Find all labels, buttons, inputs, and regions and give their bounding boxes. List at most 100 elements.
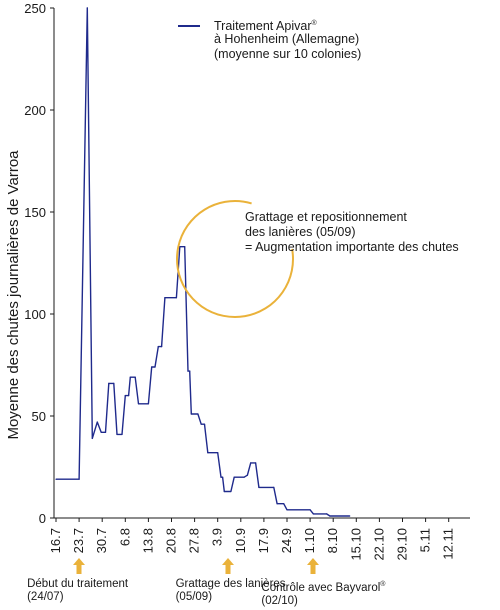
annotation-line-1: Grattage et repositionnement (245, 210, 407, 224)
data-point (100, 431, 102, 433)
data-point (164, 297, 166, 299)
data-point (349, 515, 351, 517)
y-axis-label: Moyenne des chutes journalières de Varro… (5, 150, 22, 440)
x-tick-label: 20.8 (164, 528, 179, 553)
data-point (189, 370, 191, 372)
legend-sup: ® (311, 20, 317, 27)
data-point (161, 346, 163, 348)
data-point (246, 474, 248, 476)
annotation-line-2: des lanières (05/09) (245, 225, 355, 239)
x-tick-label: 22.10 (371, 528, 386, 561)
data-point (121, 433, 123, 435)
data-point (55, 478, 57, 480)
y-tick-label: 250 (24, 1, 46, 16)
x-tick-label: 13.8 (140, 528, 155, 553)
data-point (175, 297, 177, 299)
event-label-text: (05/09) (175, 591, 213, 603)
x-tick-label: 23.7 (71, 528, 86, 553)
y-tick-label: 200 (24, 103, 46, 118)
data-point (179, 246, 181, 248)
event-label-line: (05/09) (176, 591, 286, 604)
data-point (220, 476, 222, 478)
event-label-text: Contrôle avec Bayvarol (261, 582, 381, 594)
data-point (108, 382, 110, 384)
data-point (147, 403, 149, 405)
data-point (286, 509, 288, 511)
x-tick-label: 17.9 (256, 528, 271, 553)
event-arrow-icon (221, 558, 234, 574)
event-label-line: Contrôle avec Bayvarol® (261, 578, 385, 595)
data-point (184, 246, 186, 248)
data-point (187, 370, 189, 372)
annotation-group: Grattage et repositionnement des lanière… (176, 200, 459, 318)
data-point (124, 395, 126, 397)
series-line (56, 7, 350, 517)
data-point (222, 476, 224, 478)
data-point (91, 437, 93, 439)
x-tick-label: 1.10 (302, 528, 317, 553)
data-point (129, 376, 131, 378)
event-label-sup: ® (380, 581, 386, 588)
x-tick-label: 16.7 (48, 528, 63, 553)
event-arrow-icon (73, 558, 86, 574)
event-label-line: (24/07) (27, 591, 128, 604)
event-label-line: Début du traitement (27, 578, 128, 591)
data-point (104, 431, 107, 433)
data-point (200, 423, 202, 425)
data-point (78, 478, 80, 480)
data-point (137, 403, 140, 405)
data-point (250, 462, 252, 464)
x-tick-label: 6.8 (117, 528, 132, 546)
event-label: Contrôle avec Bayvarol® (02/10) (261, 578, 385, 608)
data-point (233, 476, 235, 478)
x-tick-label: 27.8 (187, 528, 202, 553)
y-tick-label: 50 (32, 409, 46, 424)
y-tick-label: 0 (39, 511, 46, 526)
x-tick-label: 15.10 (348, 528, 363, 561)
data-point (197, 413, 199, 415)
data-point (154, 366, 156, 368)
data-point (151, 366, 153, 368)
data-point (134, 376, 136, 378)
data-point (116, 433, 118, 435)
event-label-text: (24/07) (27, 591, 64, 603)
data-point (309, 509, 311, 511)
data-point (276, 503, 278, 505)
data-point (255, 462, 257, 464)
chart-axes (53, 8, 470, 519)
data-point (217, 452, 219, 454)
legend-swatch (178, 25, 200, 27)
x-axis-ticks: 16.7 23.7 30.7 6.8 13.8 20.8 27.8 3.9 10.9 17.9 24… (48, 518, 456, 561)
data-point (329, 515, 331, 517)
data-point (243, 476, 245, 478)
x-tick-label: 5.11 (418, 528, 433, 552)
event-label-text: Grattage des lanières (175, 578, 286, 590)
legend-line-1: Traitement Apivar (214, 19, 312, 33)
event-arrow-icon (307, 558, 320, 574)
legend-line-3: (moyenne sur 10 colonies) (214, 47, 362, 61)
data-point (230, 490, 232, 493)
event-label-line: (02/10) (261, 595, 385, 608)
x-tick-label: 12.11 (441, 528, 456, 560)
data-point (86, 7, 88, 9)
data-point (157, 346, 159, 348)
annotation-circle (176, 200, 294, 318)
x-tick-label: 3.9 (210, 528, 225, 546)
y-axis-ticks: 0 50 100 150 200 250 (24, 1, 54, 526)
y-tick-label: 150 (24, 205, 46, 220)
x-tick-label: 8.10 (325, 528, 340, 553)
data-point (128, 395, 130, 397)
data-point (312, 513, 314, 515)
series-group (55, 7, 351, 517)
event-label: Grattage des lanières (05/09) (176, 578, 286, 604)
legend-line-2: à Hohenheim (Allemagne) (214, 31, 360, 46)
event-label-text: (02/10) (261, 595, 298, 607)
legend-text: Traitement Apivar® à Hohenheim (Allemagn… (214, 16, 361, 63)
data-point (273, 486, 275, 488)
y-tick-label: 100 (24, 307, 46, 322)
data-point (258, 486, 260, 488)
x-tick-label: 29.10 (395, 528, 410, 561)
data-point (207, 452, 209, 454)
data-point (223, 490, 225, 493)
